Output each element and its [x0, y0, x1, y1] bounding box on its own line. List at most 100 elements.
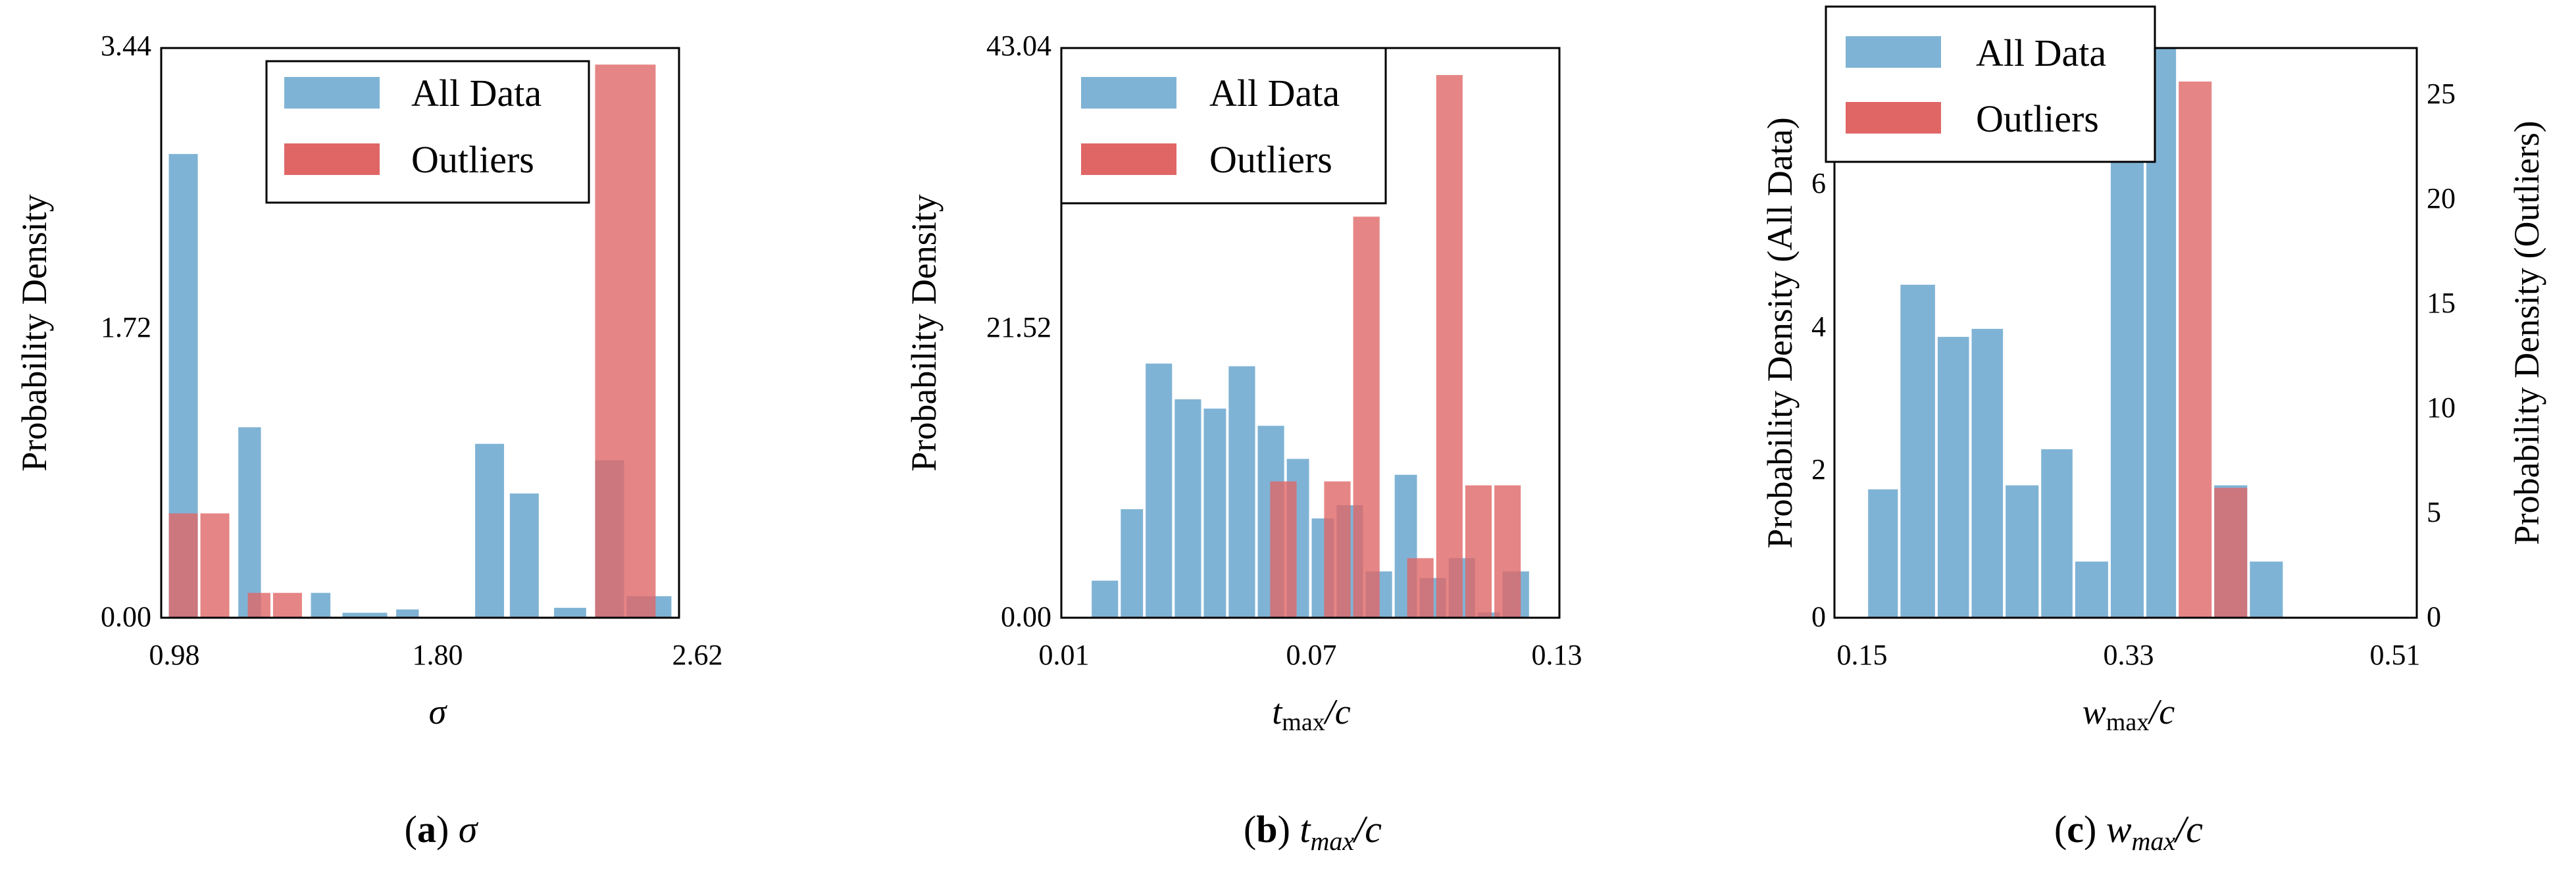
panel-c-legend-box: [1825, 5, 2156, 163]
panel-c-chart: 0 2 4 6 0 5 10 15 20 25 0.15 0.33 0.51 P…: [1760, 5, 2546, 856]
panel-b-ylabel: Probability Density: [904, 194, 944, 471]
panel-b-caption-suffix: /c: [1352, 808, 1382, 851]
panel-b-outliers-bar-1: [1324, 481, 1351, 618]
panel-c-caption-suffix: /c: [2173, 808, 2203, 851]
panel-a-chart: 0.00 1.72 3.44 0.98 1.80 2.62 Probabilit…: [14, 30, 723, 851]
panel-c-x-ticks: 0.15 0.33 0.51: [1837, 639, 2421, 671]
panel-b-xlabel-suffix: /c: [1323, 692, 1351, 732]
panel-a-x-ticks: 0.98 1.80 2.62: [149, 639, 723, 671]
panel-c-legend: All Data Outliers: [1825, 5, 2156, 163]
panel-c-all-data-bar-5: [2041, 449, 2073, 618]
panel-b-outliers-bar-3: [1407, 558, 1434, 618]
panel-c-y2tick-2: 10: [2427, 391, 2456, 424]
panel-b-outliers-bar-6: [1494, 485, 1521, 618]
panel-c-all-data-bar-10: [2250, 561, 2283, 618]
panel-c-y2tick-5: 25: [2427, 78, 2456, 110]
panel-c-legend-swatch-all: [1846, 36, 1941, 68]
panel-c-xlabel-sub: max: [2106, 709, 2149, 736]
panel-a-all-data-bar-3: [342, 612, 388, 618]
panel-a-xtick-2: 2.62: [672, 639, 723, 671]
panel-b-xlabel: tmax/c: [1272, 692, 1350, 736]
panel-a-ytick-1: 1.72: [101, 311, 151, 343]
panel-c-caption-sub: max: [2132, 826, 2176, 856]
panel-c-xtick-2: 0.51: [2370, 639, 2421, 671]
panel-b-legend-swatch-all: [1081, 77, 1176, 109]
panel-a-outliers-bar-4: [595, 64, 656, 618]
panel-c-ytick-0: 0: [1811, 601, 1826, 633]
panel-a-all-data-bar-5: [475, 443, 505, 618]
panel-c-caption-text: w: [2106, 808, 2132, 851]
panel-a-caption-letter: a: [417, 808, 436, 851]
panel-a-caption: (a) σ: [405, 808, 479, 851]
panel-b-all-data-bar-5: [1228, 366, 1255, 618]
panel-a-caption-text: σ: [459, 808, 479, 851]
panel-b-xlabel-main: t: [1272, 692, 1283, 732]
panel-c-y2tick-4: 20: [2427, 182, 2456, 214]
panel-c-caption-letter: c: [2067, 808, 2084, 851]
panel-b-legend-box: [1060, 47, 1387, 205]
panel-c-all-data-bar-1: [1900, 284, 1935, 618]
panel-a-legend: All Data Outliers: [265, 60, 590, 204]
panel-c-ytick-2: 4: [1811, 311, 1826, 343]
panel-c-xtick-0: 0.15: [1837, 639, 1888, 671]
panel-a-all-data-bar-2: [311, 593, 331, 618]
panel-c-legend-all: All Data: [1976, 32, 2106, 74]
panel-a-all-data-bar-6: [509, 493, 539, 618]
panel-a-legend-all: All Data: [411, 72, 542, 114]
panel-b-legend-all: All Data: [1209, 72, 1340, 114]
panel-c-bars: [1868, 48, 2283, 618]
panel-a-y-ticks: 0.00 1.72 3.44: [101, 30, 151, 633]
panel-b-outliers-bar-4: [1436, 75, 1463, 618]
panel-b-chart: 0.00 21.52 43.04 0.01 0.07 0.13 Probabil…: [904, 30, 1582, 856]
panel-c-caption: (c) wmax/c: [2054, 808, 2203, 856]
panel-c-legend-swatch-outliers: [1846, 102, 1941, 134]
panel-a-legend-outliers: Outliers: [411, 138, 534, 181]
panel-c-outliers-bar-0: [2179, 81, 2212, 618]
panel-b-caption: (b) tmax/c: [1244, 808, 1382, 856]
panel-b-ytick-0: 0.00: [1001, 601, 1051, 633]
panel-a-outliers-bar-0: [168, 513, 198, 618]
panel-a-outliers-bar-1: [200, 513, 230, 618]
panel-b-ytick-1: 21.52: [986, 311, 1051, 343]
panel-b-xtick-0: 0.01: [1039, 639, 1090, 671]
panel-b-xtick-2: 0.13: [1532, 639, 1582, 671]
panel-a-xtick-0: 0.98: [149, 639, 200, 671]
panel-b-all-data-bar-2: [1146, 363, 1173, 618]
panel-b-legend: All Data Outliers: [1060, 47, 1387, 205]
panel-a-all-data-bar-7: [554, 607, 586, 618]
panel-b-legend-swatch-outliers: [1081, 143, 1176, 175]
panel-b-all-data-bar-4: [1203, 409, 1226, 618]
panel-c-legend-outliers: Outliers: [1976, 97, 2099, 140]
panel-a-legend-swatch-all: [284, 77, 380, 109]
panel-b-ytick-2: 43.04: [986, 30, 1051, 62]
panel-c-y2label: Probability Density (Outliers): [2507, 121, 2546, 545]
panel-b-caption-sub: max: [1311, 826, 1355, 856]
panel-c-y2tick-0: 0: [2427, 601, 2441, 633]
panel-a-frame: [160, 47, 680, 619]
panel-c-all-data-bar-2: [1937, 337, 1969, 618]
panel-c-all-data-bar-4: [2006, 485, 2039, 618]
panel-a-all-data-bar-1: [238, 427, 261, 618]
panel-a-outliers-bar-3: [272, 593, 302, 618]
panel-b-outliers-bar-0: [1270, 481, 1297, 618]
panel-c-ytick-1: 2: [1811, 453, 1826, 485]
panel-c-y-ticks: 0 2 4 6: [1811, 167, 1826, 633]
panel-b-caption-letter: b: [1256, 808, 1277, 851]
panel-a-outliers-bar-2: [247, 593, 270, 618]
panel-c-ytick-3: 6: [1811, 167, 1826, 199]
panel-c-y2tick-3: 15: [2427, 287, 2456, 319]
panel-c-xlabel: wmax/c: [2083, 692, 2175, 736]
panel-a-bars: [168, 64, 672, 618]
panel-b-all-data-bar-3: [1174, 399, 1201, 618]
panel-a-xtick-1: 1.80: [413, 639, 463, 671]
panel-b-all-data-bar-0: [1092, 580, 1119, 618]
panel-c-xtick-1: 0.33: [2104, 639, 2154, 671]
panel-c-xlabel-suffix: /c: [2147, 692, 2175, 732]
panel-a-all-data-bar-4: [396, 609, 419, 618]
panel-a-ytick-0: 0.00: [101, 601, 151, 633]
panel-c-all-data-bar-3: [1971, 328, 2004, 618]
panel-b-xtick-1: 0.07: [1286, 639, 1337, 671]
panel-b-xlabel-sub: max: [1282, 709, 1325, 736]
panel-c-all-data-bar-7: [2110, 72, 2144, 618]
